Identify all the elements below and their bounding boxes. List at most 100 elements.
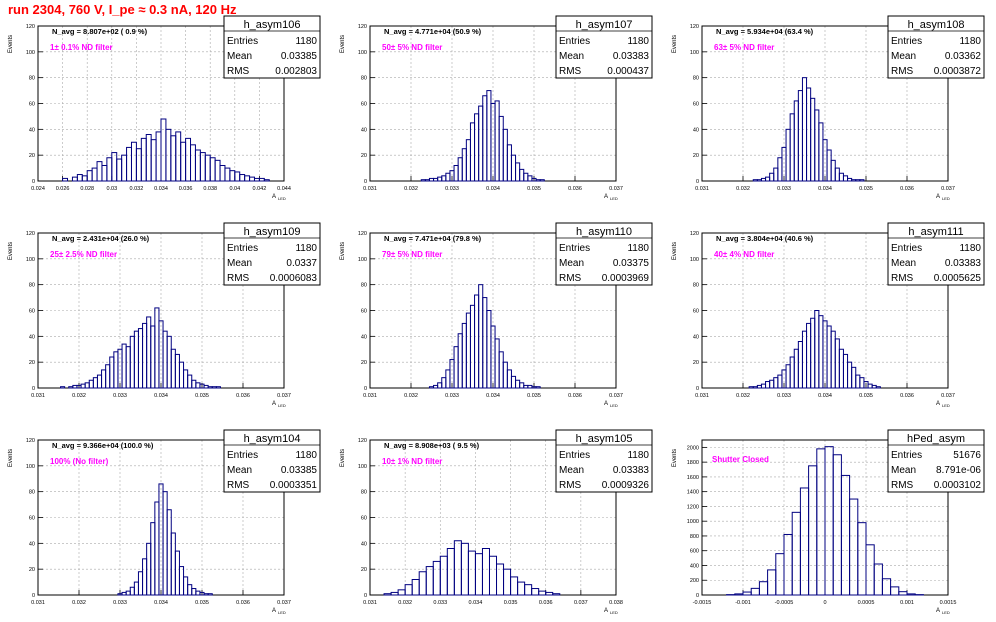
h_asym105-ylabel: Events [340, 449, 346, 467]
h_asym110-stat-value-0: 1180 [627, 243, 649, 254]
h_asym106-xlabel: A [272, 194, 276, 200]
h_asym109-stat-value-1: 0.0337 [286, 258, 317, 269]
hPed_asym-bar-2 [742, 591, 752, 596]
h_asym105-bar-2 [397, 589, 406, 596]
h_asym104-stat-label-0: Entries [227, 450, 258, 461]
h_asym109-bar-33 [195, 382, 201, 389]
h_asym110-stat-label-1: Mean [559, 258, 584, 269]
h_asym109-ytick-label-4: 80 [29, 283, 35, 289]
h_asym104-bar-5 [137, 571, 144, 596]
h_asym107-xtick-label-3: 0.034 [486, 186, 500, 192]
h_asym110-ytick-label-2: 40 [361, 334, 367, 340]
h_asym110-xlabel-sub: LED [610, 403, 618, 408]
h_asym105-stat-label-2: RMS [559, 480, 582, 491]
h_asym106-bar-11 [116, 158, 123, 182]
h_asym106-xtick-label-5: 0.034 [154, 186, 168, 192]
h_asym107-bar-8 [453, 165, 459, 182]
h_asym106-bar-18 [150, 139, 157, 182]
h_asym107-ytick-label-6: 120 [358, 24, 367, 30]
h_asym107-bar-26 [527, 175, 533, 182]
h_asym110-ytick-label-6: 120 [358, 231, 367, 237]
h_asym111-navg: N_avg = 3.804e+04 (40.6 %) [716, 234, 814, 243]
h_asym107-bar-22 [510, 154, 517, 182]
h_asym111-bar-20 [830, 330, 836, 389]
h_asym107-xtick-label-6: 0.037 [609, 186, 623, 192]
h_asym108-bar-20 [834, 167, 840, 182]
h_asym111-bar-7 [777, 374, 783, 389]
h_asym108-xtick-label-3: 0.034 [818, 186, 832, 192]
h_asym104-bar-15 [178, 566, 185, 596]
h_asym106-ytick-label-6: 120 [26, 24, 35, 30]
h_asym108-bar-14 [810, 97, 816, 182]
h_asym108-bar-4 [769, 172, 775, 182]
h_asym109-bar-23 [154, 307, 160, 389]
h_asym106-xtick-label-7: 0.038 [203, 186, 217, 192]
h_asym111-stats-box [887, 222, 985, 286]
h_asym106-bar-41 [263, 179, 270, 182]
h_asym108-bar-16 [818, 122, 824, 182]
h_asym110-stat-value-2: 0.0003969 [602, 273, 650, 284]
h_asym106-bar-26 [190, 144, 196, 182]
h_asym105-bar-24 [552, 593, 561, 596]
hPed_asym-ytick-label-5: 1000 [687, 519, 699, 525]
h_asym106-ytick-label-5: 100 [26, 50, 35, 56]
h_asym107-bar-21 [506, 144, 512, 182]
h_asym107-bar-0 [420, 179, 426, 182]
h_asym104-ytick-label-2: 40 [29, 541, 35, 547]
h_asym111-bar-25 [851, 366, 857, 389]
h_asym108-ytick-label-2: 40 [693, 127, 699, 133]
h_asym111-bar-14 [806, 322, 812, 389]
h_asym108-xtick-label-5: 0.036 [900, 186, 914, 192]
h_asym109-bar-5 [80, 383, 86, 389]
hPed_asym-bar-17 [865, 544, 875, 596]
h_asym109-bar-10 [101, 369, 107, 389]
h_asym104-stat-value-2: 0.0003351 [270, 480, 318, 491]
h_asym109-bar-19 [137, 328, 144, 389]
h_asym106-bar-17 [145, 134, 152, 182]
h_asym105-bar-14 [481, 548, 490, 596]
h_asym107-bar-16 [486, 90, 492, 182]
h_asym111-bar-4 [765, 381, 771, 389]
h_asym105-bar-16 [496, 563, 505, 596]
h_asym105-bar-5 [418, 571, 427, 596]
h_asym111-bar-31 [875, 386, 881, 389]
h_asym108-bar-11 [797, 90, 803, 182]
h_asym108-bar-25 [855, 179, 861, 182]
h_asym111-stat-label-2: RMS [891, 273, 914, 284]
h_asym107-bar-3 [433, 177, 439, 182]
h_asym109-ytick-label-1: 20 [29, 360, 35, 366]
h_asym109-ytick-label-5: 100 [26, 257, 35, 263]
h_asym104-stats-box [223, 429, 321, 493]
h_asym104-bar-6 [142, 558, 148, 596]
h_asym108-bar-10 [793, 100, 799, 182]
h_asym107-bar-1 [424, 179, 430, 182]
h_asym106-xtick-label-4: 0.032 [130, 186, 144, 192]
h_asym105-bar-3 [404, 584, 413, 596]
h_asym108-bar-3 [765, 176, 771, 182]
h_asym105-stat-value-1: 0.03383 [613, 465, 650, 476]
h_asym111-bar-21 [834, 338, 840, 389]
hPed_asym-ytick-label-3: 600 [690, 549, 699, 555]
h_asym104-xtick-label-6: 0.037 [277, 600, 291, 606]
h_asym108-ytick-label-3: 60 [693, 102, 699, 108]
hPed_asym-bar-20 [890, 586, 900, 596]
h_asym111-bar-6 [773, 377, 779, 389]
h_asym106-navg: N_avg = 8.807e+02 ( 0.9 %) [52, 27, 148, 36]
h_asym110-xtick-label-5: 0.036 [568, 393, 582, 399]
h_asym109-bar-8 [92, 377, 98, 389]
h_asym109-bar-29 [178, 361, 185, 389]
h_asym104-bar-17 [187, 584, 193, 596]
h_asym108-stat-value-2: 0.0003872 [934, 66, 982, 77]
h_asym110-bar-24 [527, 384, 533, 389]
h_asym105-xtick-label-6: 0.037 [574, 600, 588, 606]
h_asym104-stat-value-1: 0.03385 [281, 465, 318, 476]
h_asym108-xtick-label-1: 0.032 [736, 186, 750, 192]
h_asym108-stats-box [887, 15, 985, 79]
h_asym108-ytick-label-5: 100 [690, 50, 699, 56]
h_asym106-bar-0 [62, 177, 69, 182]
h_asym110-xtick-label-6: 0.037 [609, 393, 623, 399]
h_asym106-xlabel-sub: LED [278, 196, 286, 201]
h_asym106-bar-25 [185, 137, 192, 182]
h_asym109-bar-22 [150, 325, 156, 389]
h_asym105-bar-6 [425, 566, 434, 596]
